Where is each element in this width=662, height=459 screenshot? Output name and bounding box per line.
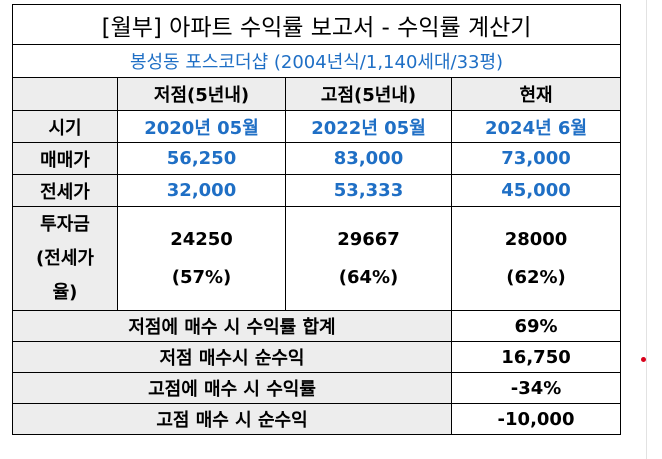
investment-label-line: (전세가 <box>36 247 94 269</box>
summary-value-high-profit[interactable]: -10,000 <box>450 403 622 435</box>
summary-value-low-profit[interactable]: 16,750 <box>450 341 622 373</box>
summary-value-low-yield[interactable]: 69% <box>450 310 622 342</box>
period-high-cell[interactable]: 2022년 05월 <box>285 110 452 143</box>
apartment-subtitle[interactable]: 봉성동 포스코더샵 (2004년식/1,140세대/33평) <box>11 44 622 78</box>
row-label-period[interactable]: 시기 <box>12 110 118 143</box>
period-current-cell[interactable]: 2024년 6월 <box>450 110 622 143</box>
row-label-investment[interactable]: 투자금 (전세가 율) <box>12 206 118 311</box>
cropped-text-fragment <box>0 452 662 459</box>
sale-low-cell[interactable]: 56,250 <box>117 142 286 175</box>
investment-label-line: 투자금 <box>40 213 90 235</box>
summary-label-low-profit[interactable]: 저점 매수시 순수익 <box>12 341 452 373</box>
profit-report-table: [월부] 아파트 수익률 보고서 - 수익률 계산기 봉성동 포스코더샵 (20… <box>11 4 622 435</box>
summary-label-high-yield[interactable]: 고점에 매수 시 수익률 <box>12 372 452 404</box>
investment-current-cell[interactable]: 28000 (62%) <box>450 206 622 311</box>
investment-amount: 28000 <box>504 228 568 250</box>
period-low-cell[interactable]: 2020년 05월 <box>117 110 286 143</box>
red-marker-dot <box>641 357 646 362</box>
column-header-low[interactable]: 저점(5년내) <box>117 77 286 111</box>
summary-value-high-yield[interactable]: -34% <box>450 372 622 404</box>
jeonse-ratio: (62%) <box>506 266 566 288</box>
report-title[interactable]: [월부] 아파트 수익률 보고서 - 수익률 계산기 <box>11 4 622 45</box>
jeonse-current-cell[interactable]: 45,000 <box>450 174 622 207</box>
jeonse-ratio: (57%) <box>171 266 232 288</box>
row-label-sale-price[interactable]: 매매가 <box>12 142 118 175</box>
summary-label-low-yield[interactable]: 저점에 매수 시 수익률 합계 <box>12 310 452 342</box>
column-header-current[interactable]: 현재 <box>450 77 622 111</box>
investment-label-line: 율) <box>52 281 78 303</box>
investment-high-cell[interactable]: 29667 (64%) <box>285 206 452 311</box>
corner-header-cell[interactable] <box>12 77 118 111</box>
sale-current-cell[interactable]: 73,000 <box>450 142 622 175</box>
jeonse-high-cell[interactable]: 53,333 <box>285 174 452 207</box>
sheet-gridline <box>646 0 647 459</box>
row-label-jeonse-price[interactable]: 전세가 <box>12 174 118 207</box>
investment-low-cell[interactable]: 24250 (57%) <box>117 206 286 311</box>
investment-amount: 29667 <box>337 228 400 250</box>
jeonse-low-cell[interactable]: 32,000 <box>117 174 286 207</box>
sale-high-cell[interactable]: 83,000 <box>285 142 452 175</box>
summary-label-high-profit[interactable]: 고점 매수 시 순수익 <box>12 403 452 435</box>
column-header-high[interactable]: 고점(5년내) <box>285 77 452 111</box>
investment-amount: 24250 <box>170 228 233 250</box>
jeonse-ratio: (64%) <box>338 266 399 288</box>
